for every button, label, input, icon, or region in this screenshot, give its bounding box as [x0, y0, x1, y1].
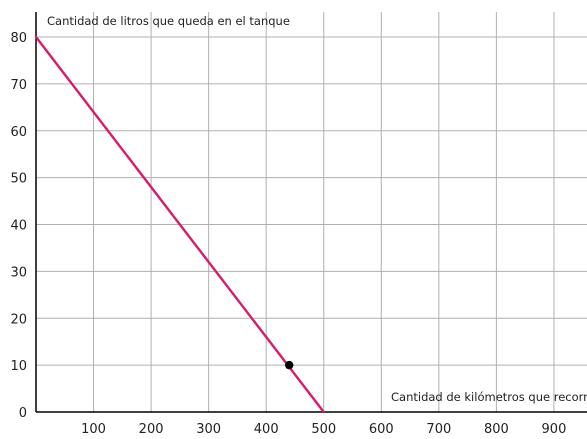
- series: [34, 35, 325, 414]
- x-tick-label: 600: [369, 422, 394, 437]
- y-tick-label: 80: [10, 31, 27, 46]
- points: [285, 360, 294, 370]
- series-line: [34, 35, 325, 414]
- y-tick-label: 70: [10, 78, 27, 93]
- x-tick-labels: 100 200 300 400 500 600 700 800 900: [81, 422, 566, 437]
- y-tick-label: 40: [10, 219, 27, 234]
- grid: [36, 12, 587, 412]
- x-tick-label: 400: [254, 422, 279, 437]
- x-tick-label: 500: [311, 422, 336, 437]
- y-tick-label: 50: [10, 172, 27, 187]
- x-axis-title: Cantidad de kilómetros que recorre: [391, 390, 587, 404]
- axes: [35, 12, 587, 413]
- x-tick-label: 900: [542, 422, 567, 437]
- x-tick-label: 700: [426, 422, 451, 437]
- y-tick-labels: 0 10 20 30 40 50 60 70 80: [10, 31, 27, 421]
- y-tick-label: 60: [10, 125, 27, 140]
- data-point: [285, 360, 294, 370]
- x-tick-label: 800: [484, 422, 509, 437]
- x-tick-label: 100: [81, 422, 106, 437]
- y-tick-label: 30: [10, 265, 27, 280]
- y-tick-label: 0: [19, 406, 27, 421]
- y-tick-label: 10: [10, 359, 27, 374]
- y-axis-title: Cantidad de litros que queda en el tanqu…: [47, 14, 290, 28]
- x-tick-label: 200: [139, 422, 164, 437]
- x-tick-label: 300: [196, 422, 221, 437]
- y-tick-label: 20: [10, 312, 27, 327]
